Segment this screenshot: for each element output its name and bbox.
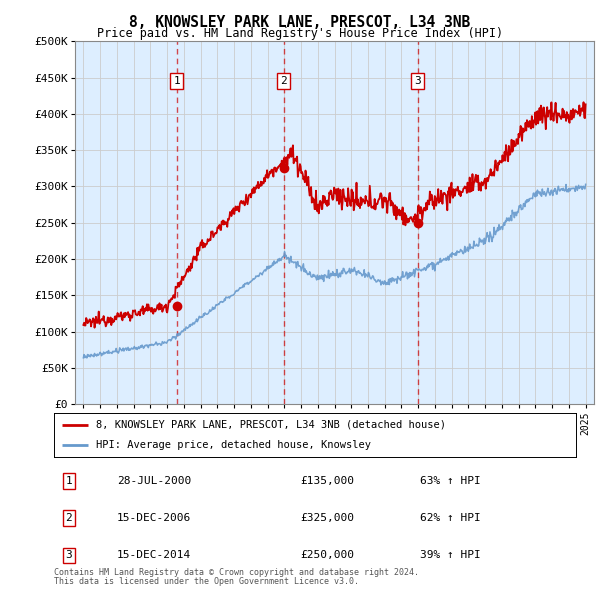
Text: HPI: Average price, detached house, Knowsley: HPI: Average price, detached house, Know…	[96, 440, 371, 450]
Text: 15-DEC-2006: 15-DEC-2006	[117, 513, 191, 523]
Text: Price paid vs. HM Land Registry's House Price Index (HPI): Price paid vs. HM Land Registry's House …	[97, 27, 503, 40]
Text: 8, KNOWSLEY PARK LANE, PRESCOT, L34 3NB: 8, KNOWSLEY PARK LANE, PRESCOT, L34 3NB	[130, 15, 470, 30]
Text: Contains HM Land Registry data © Crown copyright and database right 2024.: Contains HM Land Registry data © Crown c…	[54, 568, 419, 577]
Text: 8, KNOWSLEY PARK LANE, PRESCOT, L34 3NB (detached house): 8, KNOWSLEY PARK LANE, PRESCOT, L34 3NB …	[96, 420, 446, 430]
Text: 1: 1	[173, 76, 180, 86]
Text: £325,000: £325,000	[300, 513, 354, 523]
Text: 2: 2	[65, 513, 73, 523]
Text: £135,000: £135,000	[300, 476, 354, 486]
Text: 1: 1	[65, 476, 73, 486]
Text: 3: 3	[414, 76, 421, 86]
Text: 39% ↑ HPI: 39% ↑ HPI	[420, 550, 481, 560]
Text: 28-JUL-2000: 28-JUL-2000	[117, 476, 191, 486]
Text: 3: 3	[65, 550, 73, 560]
Text: This data is licensed under the Open Government Licence v3.0.: This data is licensed under the Open Gov…	[54, 577, 359, 586]
Text: 2: 2	[280, 76, 287, 86]
Text: 63% ↑ HPI: 63% ↑ HPI	[420, 476, 481, 486]
Text: 62% ↑ HPI: 62% ↑ HPI	[420, 513, 481, 523]
Text: 15-DEC-2014: 15-DEC-2014	[117, 550, 191, 560]
Text: £250,000: £250,000	[300, 550, 354, 560]
